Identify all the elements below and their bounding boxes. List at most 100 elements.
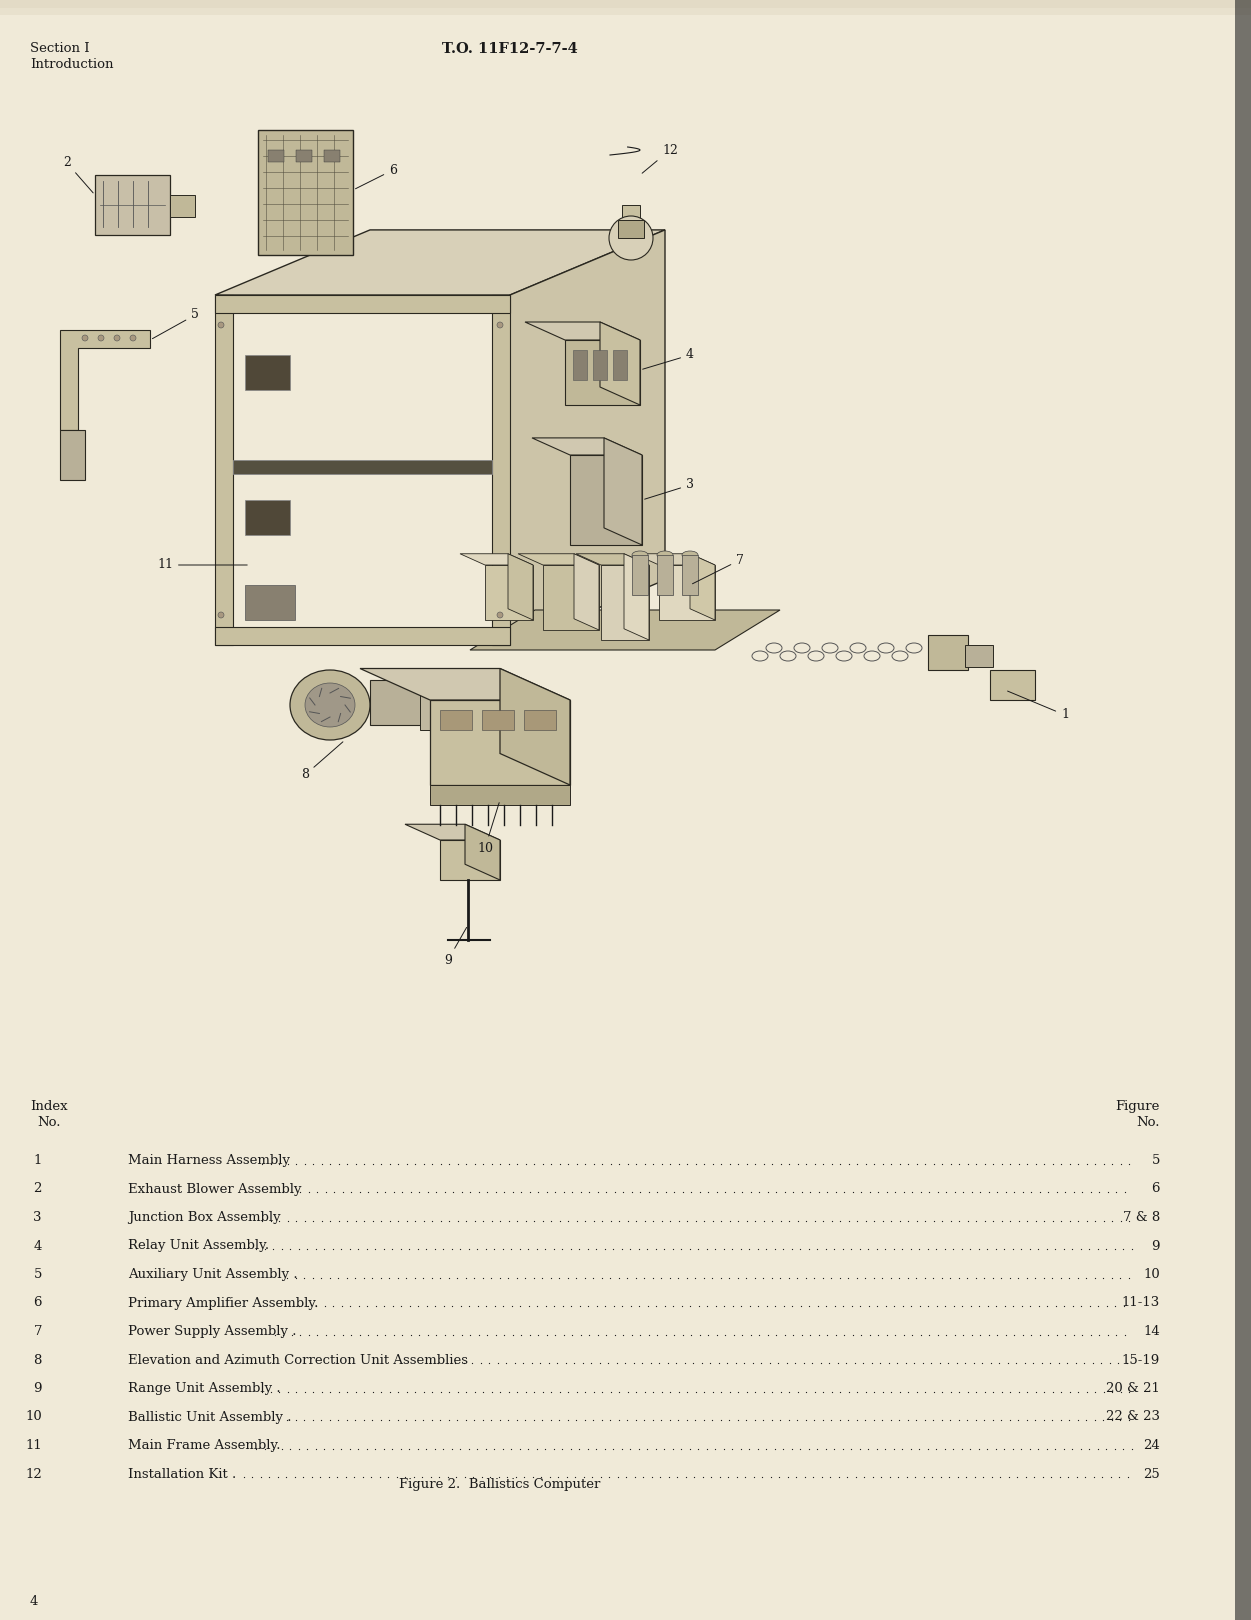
Text: 3: 3 — [34, 1212, 43, 1225]
Polygon shape — [460, 554, 533, 565]
Polygon shape — [600, 322, 641, 405]
Bar — [622, 206, 641, 220]
Text: 8: 8 — [301, 742, 343, 781]
Polygon shape — [543, 565, 599, 630]
Text: 9: 9 — [444, 927, 467, 967]
Text: 11: 11 — [25, 1439, 43, 1452]
Text: No.: No. — [38, 1116, 60, 1129]
Ellipse shape — [305, 684, 355, 727]
Polygon shape — [440, 841, 500, 880]
Bar — [682, 556, 698, 595]
Text: Power Supply Assembly .: Power Supply Assembly . — [128, 1325, 296, 1338]
Text: No.: No. — [1136, 1116, 1160, 1129]
Bar — [215, 295, 510, 313]
Text: 5: 5 — [153, 308, 199, 339]
Text: 24: 24 — [1143, 1439, 1160, 1452]
Text: Elevation and Azimuth Correction Unit Assemblies: Elevation and Azimuth Correction Unit As… — [128, 1353, 468, 1367]
Text: 10: 10 — [25, 1411, 43, 1424]
Bar — [268, 151, 284, 162]
Polygon shape — [500, 669, 570, 786]
Polygon shape — [532, 437, 642, 455]
Polygon shape — [485, 565, 533, 620]
Bar — [215, 295, 233, 645]
Text: 6: 6 — [34, 1296, 43, 1309]
Polygon shape — [430, 700, 570, 786]
Text: Auxiliary Unit Assembly .: Auxiliary Unit Assembly . — [128, 1268, 298, 1281]
Text: 2: 2 — [63, 157, 93, 193]
Text: Main Harness Assembly: Main Harness Assembly — [128, 1153, 290, 1166]
Circle shape — [497, 612, 503, 617]
Text: 15-19: 15-19 — [1122, 1353, 1160, 1367]
Bar — [593, 350, 607, 381]
Bar — [440, 710, 472, 731]
Text: 20 & 21: 20 & 21 — [1106, 1382, 1160, 1395]
Text: 6: 6 — [1151, 1183, 1160, 1196]
Bar — [245, 585, 295, 620]
Bar — [613, 350, 627, 381]
Ellipse shape — [632, 551, 648, 559]
Polygon shape — [470, 611, 781, 650]
Circle shape — [83, 335, 88, 340]
Text: 1: 1 — [1007, 692, 1070, 721]
Polygon shape — [360, 669, 570, 700]
Text: 6: 6 — [355, 164, 397, 190]
Bar — [618, 220, 644, 238]
Text: T.O. 11F12-7-7-4: T.O. 11F12-7-7-4 — [442, 42, 578, 57]
Text: 1: 1 — [34, 1153, 43, 1166]
Bar — [524, 710, 555, 731]
Bar — [430, 786, 570, 805]
Text: 9: 9 — [34, 1382, 43, 1395]
Polygon shape — [215, 230, 666, 295]
Ellipse shape — [290, 671, 370, 740]
Bar — [324, 151, 340, 162]
Bar — [170, 194, 195, 217]
Bar — [95, 175, 170, 235]
Text: 5: 5 — [34, 1268, 43, 1281]
Bar — [1235, 0, 1251, 1620]
Text: 7 & 8: 7 & 8 — [1122, 1212, 1160, 1225]
Text: Exhaust Blower Assembly: Exhaust Blower Assembly — [128, 1183, 301, 1196]
Bar — [632, 556, 648, 595]
Text: 11: 11 — [156, 559, 248, 572]
Polygon shape — [570, 455, 642, 544]
Circle shape — [218, 322, 224, 327]
Text: 14: 14 — [1143, 1325, 1160, 1338]
Circle shape — [114, 335, 120, 340]
Bar — [60, 429, 85, 480]
Text: 4: 4 — [34, 1239, 43, 1252]
Polygon shape — [659, 565, 716, 620]
Text: 2: 2 — [34, 1183, 43, 1196]
Text: Ballistic Unit Assembly .: Ballistic Unit Assembly . — [128, 1411, 291, 1424]
Bar — [370, 680, 425, 726]
Polygon shape — [600, 565, 649, 640]
Bar — [965, 645, 993, 667]
Circle shape — [218, 612, 224, 617]
Text: Relay Unit Assembly.: Relay Unit Assembly. — [128, 1239, 269, 1252]
Bar — [0, 0, 1251, 15]
Polygon shape — [575, 554, 649, 565]
Polygon shape — [574, 554, 599, 630]
Text: Introduction: Introduction — [30, 58, 114, 71]
Polygon shape — [508, 554, 533, 620]
Text: 11-13: 11-13 — [1122, 1296, 1160, 1309]
Circle shape — [98, 335, 104, 340]
Bar — [215, 627, 510, 645]
Text: Junction Box Assembly: Junction Box Assembly — [128, 1212, 280, 1225]
Text: 5: 5 — [1152, 1153, 1160, 1166]
Text: 10: 10 — [477, 802, 499, 854]
Bar — [258, 130, 353, 254]
Text: Index: Index — [30, 1100, 68, 1113]
Text: 4: 4 — [30, 1596, 39, 1609]
Polygon shape — [60, 330, 150, 429]
Polygon shape — [233, 460, 492, 475]
Text: 7: 7 — [693, 554, 744, 583]
Bar — [420, 671, 445, 731]
Circle shape — [609, 215, 653, 259]
Polygon shape — [604, 437, 642, 544]
Text: 8: 8 — [34, 1353, 43, 1367]
Text: 12: 12 — [642, 144, 678, 173]
Polygon shape — [518, 554, 599, 565]
Bar — [928, 635, 968, 671]
Text: 4: 4 — [643, 348, 694, 369]
Text: 9: 9 — [1151, 1239, 1160, 1252]
